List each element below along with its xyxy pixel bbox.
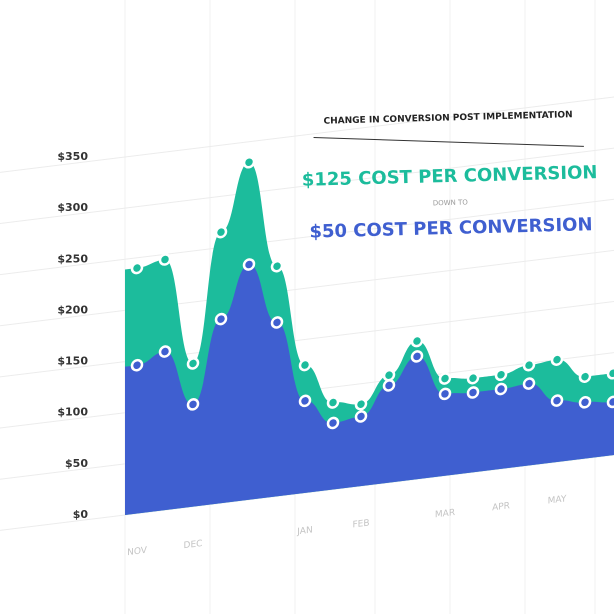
point (242, 258, 256, 271)
point (522, 358, 536, 372)
x-tick-label: DEC (184, 539, 203, 551)
point (382, 379, 396, 392)
point (326, 396, 340, 409)
y-tick-label: $0 (73, 508, 89, 521)
y-tick-label: $150 (57, 355, 88, 368)
point (130, 358, 144, 372)
point (606, 366, 614, 380)
point (466, 386, 480, 399)
point (214, 312, 228, 326)
point (158, 345, 172, 358)
x-tick-label: MAR (435, 508, 455, 520)
plot: NOV DEC JAN FEB MAR APR MAY (0, 85, 614, 558)
point (354, 410, 368, 423)
x-tick-label: NOV (127, 546, 148, 558)
grid-line (0, 85, 614, 173)
point (214, 225, 228, 239)
annotation: $50 COST PER CONVERSION (309, 214, 593, 242)
point (130, 261, 144, 275)
point (550, 394, 564, 407)
point (382, 368, 396, 382)
grid-line (0, 239, 614, 327)
point (438, 387, 452, 401)
point (494, 368, 508, 382)
point (438, 372, 452, 385)
y-tick-label: $300 (57, 201, 88, 214)
grid-line (0, 290, 614, 378)
x-tick-label: MAY (548, 494, 567, 506)
point (354, 397, 368, 411)
point (410, 334, 424, 348)
annotation: DOWN TO (433, 198, 469, 207)
point (186, 357, 200, 370)
point (326, 416, 340, 430)
point (410, 350, 424, 363)
y-tick-label: $50 (65, 457, 88, 470)
point (298, 394, 312, 408)
point (270, 259, 284, 273)
annotation: $125 COST PER CONVERSION (302, 162, 598, 191)
point (578, 370, 592, 383)
vertical-grid (124, 0, 596, 614)
y-tick-label: $250 (57, 252, 88, 265)
point (606, 395, 614, 409)
point (298, 358, 312, 372)
point (186, 398, 200, 411)
point (550, 353, 564, 366)
point (242, 155, 256, 169)
grid-line (0, 341, 614, 429)
y-tick-label: $350 (57, 150, 88, 163)
point (494, 382, 508, 396)
point (578, 395, 592, 409)
point (158, 253, 172, 266)
y-tick-label: $100 (57, 406, 88, 419)
y-axis: $0 $50 $100 $150 $200 $250 $300 $350 (57, 150, 88, 521)
grid-line (0, 137, 614, 224)
divider (313, 136, 584, 147)
x-tick-label: APR (492, 501, 510, 513)
y-tick-label: $200 (57, 303, 88, 316)
point (522, 377, 536, 390)
area (125, 264, 614, 515)
callout-title: CHANGE IN CONVERSION POST IMPLEMENTATION (323, 110, 572, 127)
grid-line (0, 188, 614, 276)
x-tick-label: JAN (296, 525, 312, 537)
x-tick-label: FEB (352, 518, 369, 530)
point (270, 316, 284, 329)
point (466, 371, 480, 385)
